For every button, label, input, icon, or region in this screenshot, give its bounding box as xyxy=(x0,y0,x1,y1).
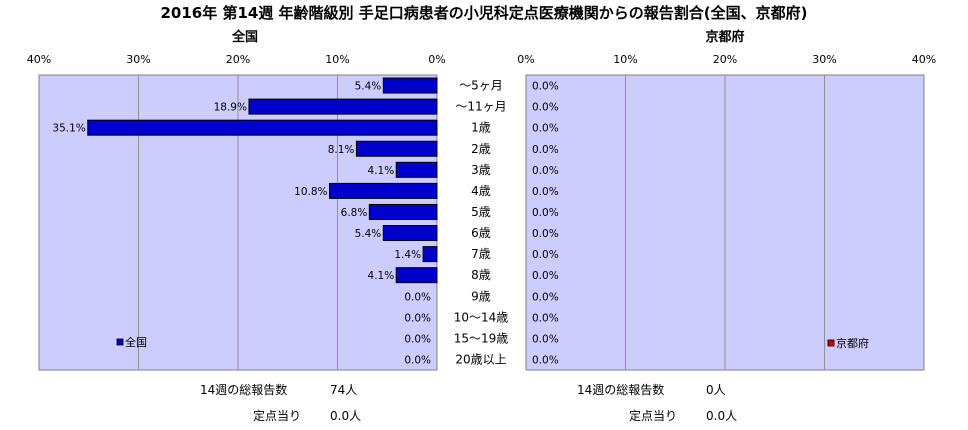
national-value-label: 35.1% xyxy=(52,123,85,135)
national-total-reports-label: 14週の総報告数 xyxy=(200,383,288,397)
category-label: 10～14歳 xyxy=(454,310,509,324)
category-label: 2歳 xyxy=(471,142,491,156)
national-bar xyxy=(248,98,438,115)
kyoto-value-label: 0.0% xyxy=(532,81,559,93)
national-value-label: 0.0% xyxy=(404,354,431,366)
national-total-reports-value: 74人 xyxy=(330,383,358,397)
national-value-label: 5.4% xyxy=(355,81,382,93)
kyoto-total-reports-value: 0人 xyxy=(706,383,726,397)
category-label: 7歳 xyxy=(471,247,491,261)
kyoto-value-label: 0.0% xyxy=(532,186,559,198)
kyoto-value-label: 0.0% xyxy=(532,270,559,282)
category-label: 20歳以上 xyxy=(455,352,506,366)
kyoto-per-site-value: 0.0人 xyxy=(706,409,738,423)
national-bar xyxy=(382,225,438,242)
kyoto-tick-label: 10% xyxy=(613,53,637,66)
national-tick-label: 40% xyxy=(27,53,51,66)
kyoto-tick-label: 30% xyxy=(812,53,836,66)
national-value-label: 8.1% xyxy=(328,144,355,156)
national-value-label: 0.0% xyxy=(404,333,431,345)
category-label: 15～19歳 xyxy=(454,331,509,345)
category-label: 6歳 xyxy=(471,226,491,240)
national-value-label: 4.1% xyxy=(368,165,395,177)
category-label: 9歳 xyxy=(471,289,491,303)
national-tick-label: 10% xyxy=(325,53,349,66)
category-label: 1歳 xyxy=(471,121,491,135)
national-bar xyxy=(87,119,438,136)
national-legend-swatch xyxy=(116,338,124,346)
national-per-site-label: 定点当り xyxy=(253,409,302,423)
national-value-label: 18.9% xyxy=(214,102,247,114)
category-label: ～5ヶ月 xyxy=(459,79,503,93)
chart-title: 2016年 第14週 年齢階級別 手足口病患者の小児科定点医療機関からの報告割合… xyxy=(160,4,808,22)
national-bar xyxy=(422,246,438,263)
category-label: 3歳 xyxy=(471,163,491,177)
national-bar xyxy=(395,161,438,178)
national-subtitle: 全国 xyxy=(231,30,258,45)
national-value-label: 10.8% xyxy=(294,186,327,198)
kyoto-value-label: 0.0% xyxy=(532,228,559,240)
kyoto-value-label: 0.0% xyxy=(532,165,559,177)
category-label: ～11ヶ月 xyxy=(455,100,506,114)
kyoto-value-label: 0.0% xyxy=(532,312,559,324)
kyoto-value-label: 0.0% xyxy=(532,207,559,219)
national-value-label: 0.0% xyxy=(404,312,431,324)
national-value-label: 4.1% xyxy=(368,270,395,282)
national-per-site-value: 0.0人 xyxy=(330,409,362,423)
national-bar xyxy=(395,267,438,284)
category-label: 8歳 xyxy=(471,268,491,282)
kyoto-subtitle: 京都府 xyxy=(705,30,745,45)
national-bar xyxy=(382,77,438,94)
kyoto-tick-label: 40% xyxy=(912,53,936,66)
kyoto-tick-label: 0% xyxy=(517,53,534,66)
kyoto-tick-label: 20% xyxy=(713,53,737,66)
national-bar xyxy=(355,140,438,157)
national-value-label: 0.0% xyxy=(404,291,431,303)
category-label: 4歳 xyxy=(471,184,491,198)
national-value-label: 1.4% xyxy=(394,249,421,261)
kyoto-legend-label: 京都府 xyxy=(836,336,869,350)
kyoto-value-label: 0.0% xyxy=(532,102,559,114)
national-bar xyxy=(329,182,438,199)
kyoto-value-label: 0.0% xyxy=(532,354,559,366)
kyoto-legend-swatch xyxy=(827,339,835,347)
national-legend-label: 全国 xyxy=(125,335,147,349)
kyoto-value-label: 0.0% xyxy=(532,333,559,345)
kyoto-value-label: 0.0% xyxy=(532,144,559,156)
national-bar xyxy=(368,203,438,220)
kyoto-value-label: 0.0% xyxy=(532,123,559,135)
national-value-label: 6.8% xyxy=(341,207,368,219)
kyoto-per-site-label: 定点当り xyxy=(629,409,678,423)
category-label: 5歳 xyxy=(471,205,491,219)
kyoto-total-reports-label: 14週の総報告数 xyxy=(577,383,665,397)
kyoto-value-label: 0.0% xyxy=(532,291,559,303)
national-value-label: 5.4% xyxy=(355,228,382,240)
national-tick-label: 30% xyxy=(126,53,150,66)
kyoto-value-label: 0.0% xyxy=(532,249,559,261)
national-tick-label: 20% xyxy=(226,53,250,66)
national-tick-label: 0% xyxy=(428,53,445,66)
